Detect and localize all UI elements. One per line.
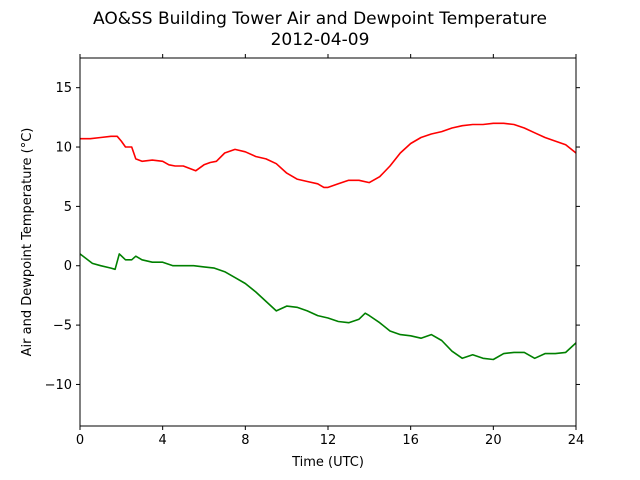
y-tick-label: 0: [64, 259, 72, 274]
y-tick-label: 15: [55, 81, 72, 96]
x-tick-label: 16: [402, 433, 419, 448]
x-tick-label: 20: [485, 433, 502, 448]
x-tick-label: 8: [241, 433, 249, 448]
y-tick-label: −5: [53, 319, 72, 334]
series-layer: [79, 122, 577, 361]
series-line-0: [80, 122, 577, 189]
x-axis-label: Time (UTC): [291, 455, 364, 470]
x-axis: 0 4 8 12 16 20 24: [76, 54, 584, 448]
y-tick-label: 10: [55, 141, 72, 156]
y-tick-label: −10: [45, 378, 72, 393]
y-tick-label: 5: [64, 200, 72, 215]
x-tick-label: 0: [76, 433, 84, 448]
x-tick-label: 12: [320, 433, 337, 448]
x-tick-label: 4: [159, 433, 167, 448]
y-axis: −10 −5 0 5 10 15: [45, 81, 580, 393]
series-line-1: [79, 253, 577, 361]
chart-subtitle: 2012-04-09: [271, 30, 370, 50]
x-tick-label: 24: [568, 433, 585, 448]
chart-title: AO&SS Building Tower Air and Dewpoint Te…: [93, 9, 547, 29]
y-axis-label: Air and Dewpoint Temperature (°C): [20, 128, 35, 357]
